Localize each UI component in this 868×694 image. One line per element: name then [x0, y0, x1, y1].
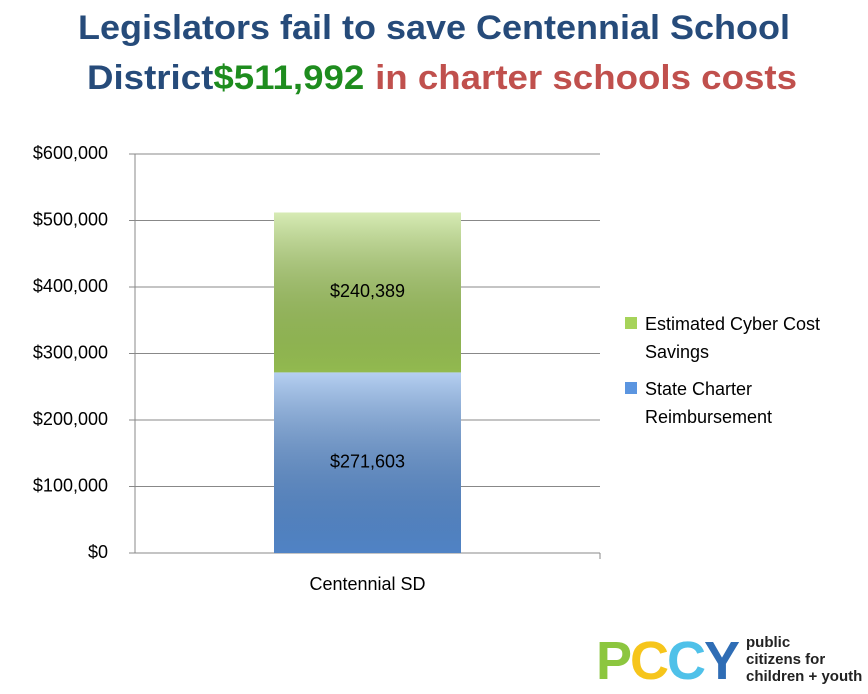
logo-letter: P: [596, 631, 632, 691]
logo-text: public citizens for children + youth: [746, 634, 862, 685]
y-tick-label: $200,000: [33, 409, 108, 429]
legend-label: Estimated Cyber Cost Savings: [645, 314, 821, 362]
logo-letter: C: [630, 631, 669, 691]
legend-entry: Estimated Cyber Cost Savings: [625, 310, 865, 366]
data-label: $240,389: [330, 281, 405, 301]
logo: PCCY public citizens for children + youth: [596, 632, 868, 692]
logo-line: children + youth: [746, 668, 863, 685]
title-part: Legislators fail to save Centennial Scho…: [78, 9, 790, 47]
logo-letter: Y: [704, 631, 740, 691]
logo-line: citizens for: [746, 651, 826, 668]
y-tick-label: $600,000: [33, 143, 108, 163]
logo-letter: C: [667, 631, 706, 691]
bar-shine: [274, 212, 461, 373]
y-tick-label: $400,000: [33, 276, 108, 296]
legend-entry: State Charter Reimbursement: [625, 375, 865, 431]
y-tick-label: $500,000: [33, 209, 108, 229]
legend-swatch: [625, 382, 637, 394]
logo-line: public: [746, 634, 791, 651]
bar-shine: [274, 372, 461, 553]
legend-label: State Charter Reimbursement: [645, 379, 773, 427]
logo-mark: PCCY: [596, 631, 740, 691]
y-tick-label: $300,000: [33, 342, 108, 362]
legend-swatch: [625, 317, 637, 329]
title-line-2: District $511,992 in charter schools costs: [87, 59, 797, 97]
y-tick-label: $100,000: [33, 475, 108, 495]
title-part: District: [87, 59, 213, 97]
data-label: $271,603: [330, 451, 405, 471]
title-part: $511,992: [213, 59, 364, 97]
title-line-1: Legislators fail to save Centennial Scho…: [78, 9, 790, 47]
y-tick-label: $0: [88, 542, 108, 562]
title-part: in charter schools costs: [375, 59, 797, 97]
x-tick-label: Centennial SD: [309, 574, 425, 594]
